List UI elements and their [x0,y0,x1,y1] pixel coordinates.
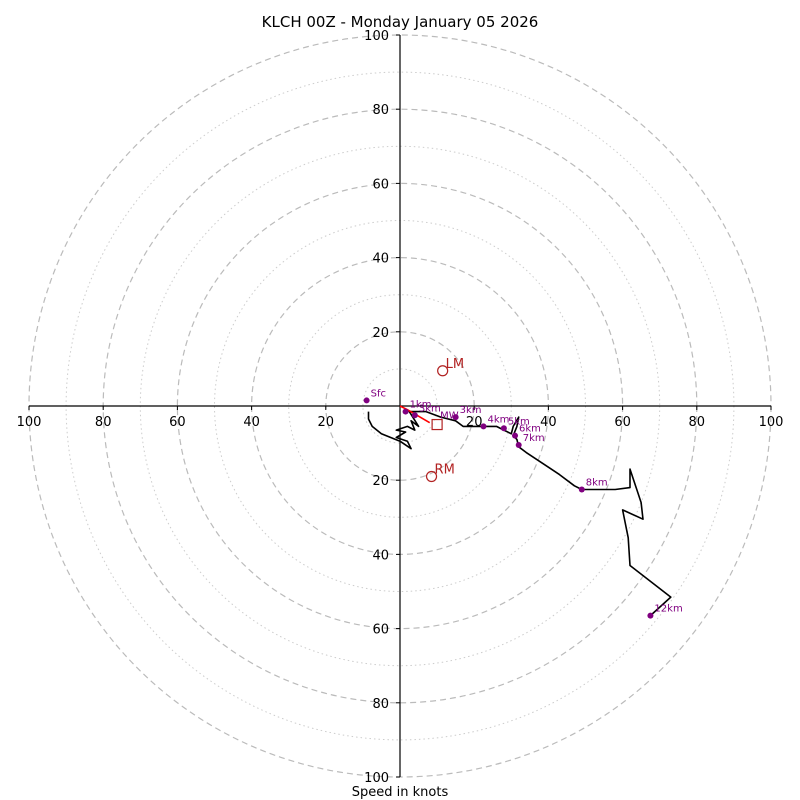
x-tick-label: 80 [95,415,112,430]
hodograph-trace [367,405,672,617]
y-tick-label: 80 [372,103,389,118]
height-marker-dot [411,412,418,419]
tick-labels: 100 80 60 40 20 20 40 60 80 100 100 80 60 40 20 20 40 60 8… [17,29,784,786]
chart-title: KLCH 00Z - Monday January 05 2026 [262,13,539,31]
storm-motion-marker [437,365,449,377]
height-marker-label: 6km [519,424,541,435]
height-marker-dot [515,441,522,448]
height-marker-label: 4km [487,414,509,425]
y-tick-label: 20 [372,326,389,341]
storm-motion-marker [425,470,438,483]
height-marker-label: Sfc [371,388,386,399]
y-tick-label: 20 [372,474,389,489]
mean-wind-label: MW [440,411,459,422]
height-marker-dot [500,425,507,432]
height-marker-dot [647,612,654,619]
height-marker-dot [512,432,519,439]
y-tick-label: 100 [364,771,389,786]
y-tick-label: 60 [372,177,389,192]
height-marker-label: 8km [586,477,608,488]
mean-wind-marker [431,418,443,431]
height-marker-dot [363,397,370,404]
y-tick-label: 80 [372,697,389,712]
x-tick-label: 40 [540,415,557,430]
x-tick-label: 20 [318,415,335,430]
x-tick-label: 40 [243,415,260,430]
x-tick-label: 80 [689,415,706,430]
storm-motion-markers: MW LM RM [425,357,464,483]
y-tick-label: 60 [372,623,389,638]
height-marker-label: 1km [410,400,432,411]
storm-motion-label: LM [446,357,464,372]
height-marker-dot [452,414,459,421]
y-tick-label: 40 [372,252,389,267]
x-tick-label: 100 [759,415,784,430]
y-tick-label: 40 [372,548,389,563]
x-tick-label: 60 [614,415,631,430]
height-marker-label: 5km [508,416,530,427]
height-marker-label: 3km [460,405,482,416]
x-tick-label: 60 [169,415,186,430]
height-marker-label: 7km [523,433,545,444]
x-tick-label: 100 [17,415,42,430]
storm-motion-label: RM [435,462,455,477]
x-axis-label: Speed in knots [352,785,449,800]
height-marker-dot [578,486,585,493]
height-marker-dot [480,423,487,430]
height-marker-label: 3km [419,403,441,414]
x-tick-label: 20 [466,415,483,430]
height-marker-label: 12km [654,604,682,615]
height-marker-dot [402,408,409,415]
y-tick-label: 100 [364,29,389,44]
